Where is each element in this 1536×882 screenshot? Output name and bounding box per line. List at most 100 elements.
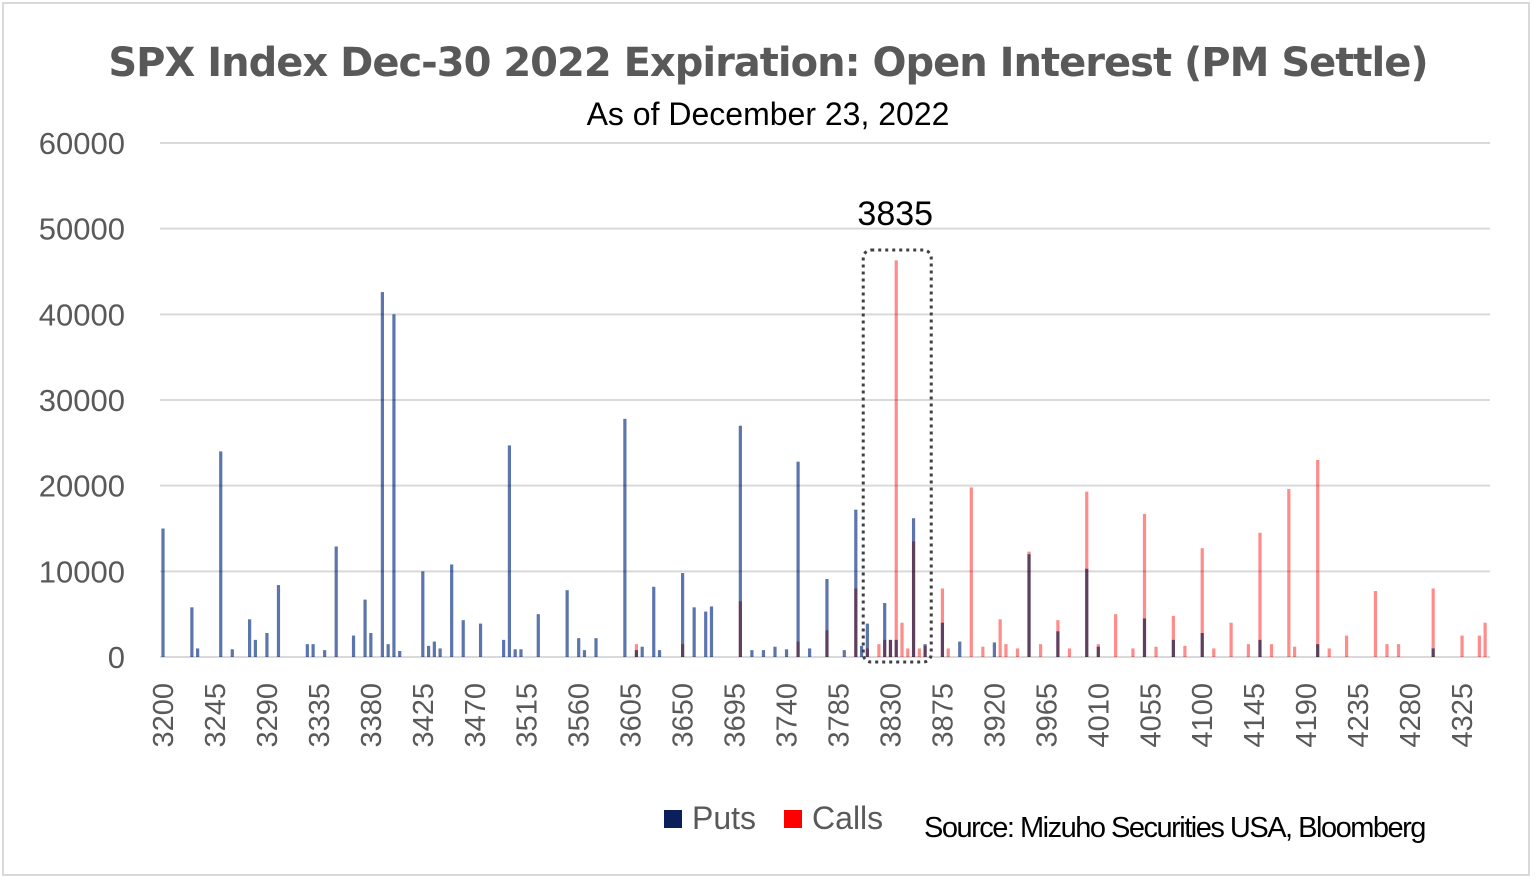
- bar-puts: [594, 638, 598, 657]
- bar-calls: [1183, 645, 1187, 657]
- bar-puts: [190, 607, 194, 657]
- bar-calls: [1004, 644, 1008, 657]
- bar-puts: [161, 528, 165, 657]
- bar-calls: [1460, 635, 1464, 657]
- x-tick-label: 3875: [927, 683, 959, 748]
- bar-calls: [865, 648, 869, 657]
- bar-calls: [1200, 548, 1204, 657]
- bar-puts: [865, 623, 869, 657]
- bar-puts: [825, 579, 829, 657]
- bar-calls: [854, 588, 858, 657]
- bar-calls: [1114, 614, 1118, 657]
- bar-puts: [398, 651, 402, 657]
- y-tick-label: 20000: [39, 469, 125, 504]
- bar-puts: [796, 461, 800, 657]
- x-tick-label: 3920: [979, 683, 1011, 748]
- x-tick-label: 3515: [512, 683, 544, 748]
- bar-puts: [761, 650, 766, 657]
- bar-puts: [681, 573, 685, 657]
- bar-calls: [940, 588, 945, 657]
- x-tick-label: 4280: [1395, 683, 1427, 748]
- x-tick-label: 4055: [1135, 683, 1167, 748]
- bar-calls: [1096, 644, 1100, 657]
- bar-puts: [577, 638, 581, 657]
- bar-calls: [1287, 489, 1291, 657]
- y-tick-label: 0: [108, 640, 125, 675]
- bar-puts: [311, 644, 315, 657]
- bar-puts: [265, 633, 269, 657]
- bar-calls: [1038, 644, 1043, 657]
- y-tick-label: 30000: [39, 383, 125, 418]
- y-tick-label: 10000: [39, 554, 125, 589]
- x-tick-label: 3740: [772, 683, 804, 748]
- bar-calls: [1154, 646, 1158, 657]
- bar-puts: [536, 614, 540, 657]
- x-tick-label: 4190: [1291, 683, 1323, 748]
- bar-calls: [888, 639, 893, 657]
- bar-puts: [623, 418, 627, 657]
- x-tick-label: 3380: [356, 683, 388, 748]
- bar-puts: [380, 292, 384, 657]
- x-tick-label: 3245: [200, 683, 232, 748]
- x-tick-label: 3425: [408, 683, 440, 748]
- bar-puts: [369, 633, 373, 657]
- bar-puts: [426, 645, 431, 657]
- bar-puts: [219, 451, 223, 657]
- bar-puts: [432, 641, 436, 657]
- bar-calls: [796, 641, 800, 657]
- legend-label-calls: Calls: [812, 800, 884, 836]
- bar-puts: [657, 650, 662, 657]
- bar-puts: [750, 650, 754, 657]
- bar-calls: [825, 630, 829, 657]
- bar-calls: [1327, 648, 1331, 657]
- bar-puts: [692, 607, 696, 657]
- bar-puts: [478, 623, 483, 657]
- x-tick-label: 3290: [252, 683, 284, 748]
- bar-puts: [253, 639, 257, 657]
- x-tick-label: 4235: [1343, 683, 1375, 748]
- bar-calls: [1015, 648, 1020, 657]
- legend-swatch-puts: [664, 809, 682, 828]
- bar-calls: [738, 601, 742, 657]
- x-tick-label: 3785: [823, 683, 855, 748]
- bar-calls: [1212, 648, 1216, 657]
- bar-puts: [738, 425, 742, 657]
- bar-puts: [704, 611, 708, 657]
- bar-puts: [502, 639, 506, 657]
- bar-calls: [894, 260, 898, 657]
- x-tick-label: 4145: [1239, 683, 1271, 748]
- bar-puts: [248, 619, 252, 657]
- bar-puts: [565, 590, 569, 657]
- bar-calls: [1316, 459, 1320, 657]
- bar-calls: [1483, 622, 1487, 657]
- bar-calls: [1131, 648, 1135, 657]
- bar-puts: [461, 620, 465, 657]
- bar-calls: [1269, 644, 1274, 657]
- bar-puts: [808, 648, 812, 657]
- bar-calls: [883, 639, 887, 657]
- bar-calls: [681, 644, 685, 657]
- x-tick-label: 3650: [668, 683, 700, 748]
- x-tick-label: 3965: [1031, 683, 1063, 748]
- bar-calls: [981, 646, 985, 657]
- bar-puts: [363, 599, 367, 657]
- legend-swatch-calls: [784, 809, 803, 828]
- bar-puts: [958, 641, 962, 657]
- bar-puts: [859, 645, 864, 657]
- bar-puts: [392, 314, 396, 657]
- x-tick-label: 3470: [460, 683, 492, 748]
- bar-calls: [1293, 646, 1297, 657]
- bar-calls: [877, 644, 881, 657]
- bar-calls: [1396, 644, 1401, 657]
- bar-calls: [906, 648, 910, 657]
- x-tick-label: 4010: [1083, 683, 1115, 748]
- bar-calls: [1142, 513, 1147, 657]
- annotation-label: 3835: [857, 195, 933, 233]
- bar-calls: [1027, 551, 1031, 657]
- bar-puts: [305, 644, 309, 657]
- bar-calls: [1431, 588, 1435, 657]
- bar-puts: [421, 571, 425, 657]
- bar-calls: [634, 644, 639, 657]
- bar-puts: [582, 650, 587, 657]
